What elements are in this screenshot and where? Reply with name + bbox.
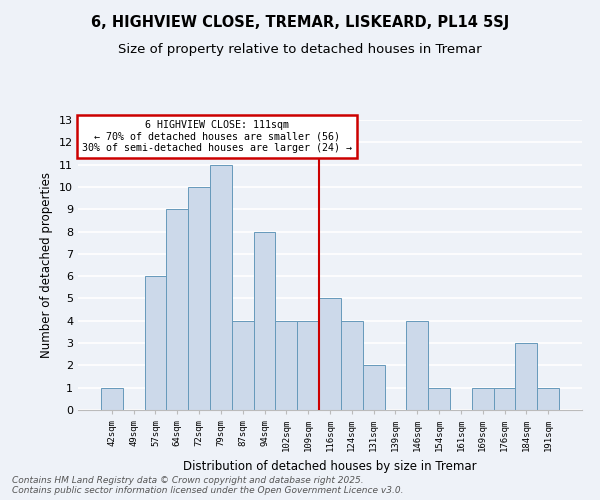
Text: Size of property relative to detached houses in Tremar: Size of property relative to detached ho…	[118, 42, 482, 56]
Y-axis label: Number of detached properties: Number of detached properties	[40, 172, 53, 358]
Bar	[319, 298, 341, 410]
Bar	[515, 343, 537, 410]
Bar	[188, 187, 210, 410]
X-axis label: Distribution of detached houses by size in Tremar: Distribution of detached houses by size …	[183, 460, 477, 472]
Bar	[232, 321, 254, 410]
Bar	[145, 276, 166, 410]
Text: Contains HM Land Registry data © Crown copyright and database right 2025.
Contai: Contains HM Land Registry data © Crown c…	[12, 476, 404, 495]
Bar	[254, 232, 275, 410]
Text: 6, HIGHVIEW CLOSE, TREMAR, LISKEARD, PL14 5SJ: 6, HIGHVIEW CLOSE, TREMAR, LISKEARD, PL1…	[91, 15, 509, 30]
Bar	[363, 366, 385, 410]
Bar	[210, 164, 232, 410]
Bar	[428, 388, 450, 410]
Bar	[297, 321, 319, 410]
Bar	[101, 388, 123, 410]
Bar	[537, 388, 559, 410]
Bar	[166, 209, 188, 410]
Bar	[406, 321, 428, 410]
Bar	[494, 388, 515, 410]
Bar	[275, 321, 297, 410]
Bar	[341, 321, 363, 410]
Text: 6 HIGHVIEW CLOSE: 111sqm
← 70% of detached houses are smaller (56)
30% of semi-d: 6 HIGHVIEW CLOSE: 111sqm ← 70% of detach…	[82, 120, 352, 153]
Bar	[472, 388, 494, 410]
